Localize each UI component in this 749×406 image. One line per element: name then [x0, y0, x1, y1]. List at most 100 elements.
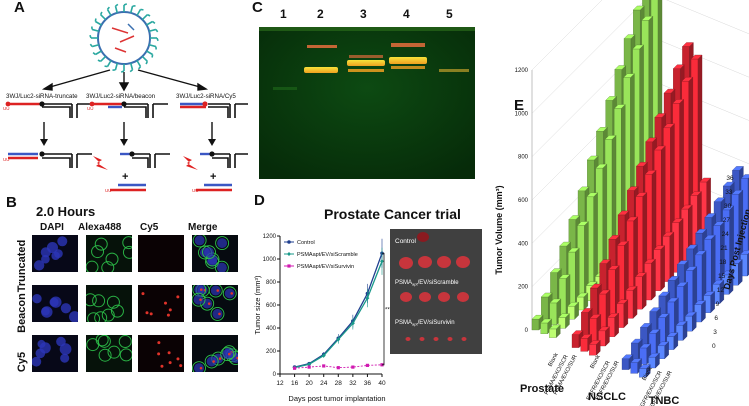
- spike-tip: [137, 66, 142, 70]
- tumor-growth-chart: 0 200 400 600 800 1000 1200 12 16 20 24 28 32 36 40 Day…: [253, 234, 390, 403]
- group-label: Prostate: [520, 383, 564, 395]
- legend-marker: [287, 252, 291, 256]
- spike-mark: [100, 55, 107, 62]
- data-point: [322, 364, 326, 368]
- data-point: [307, 362, 312, 367]
- spike-tip: [97, 59, 101, 63]
- bar: [638, 364, 651, 378]
- bar: [671, 218, 684, 273]
- day-tick-label: 30: [724, 203, 732, 210]
- spike-tip: [145, 61, 149, 65]
- z-tick-label: 1000: [515, 111, 529, 117]
- uu-label: UU: [3, 157, 10, 162]
- spike-tip: [114, 3, 119, 7]
- lane-label: 3: [360, 7, 367, 21]
- panel-a: A: [0, 0, 250, 195]
- panel-b: B 2.0 Hours DAPI Alexa488 Cy5 Merge Trun…: [0, 194, 250, 406]
- spike-mark: [148, 43, 157, 48]
- spike-mark: [136, 9, 142, 16]
- micrograph-cy5: [138, 285, 184, 322]
- panel-e: E 0 200 400 600 800 1000 1200 Tumor Volume (mm³…: [482, 0, 749, 406]
- x-tick-label: 24: [320, 380, 328, 387]
- bar: [598, 326, 610, 347]
- legend-label: Control: [297, 240, 315, 246]
- bar: [607, 312, 620, 338]
- spike-mark: [146, 20, 153, 26]
- panel-b-letter: B: [6, 194, 17, 211]
- nanoparticle-icon: [89, 3, 159, 73]
- spike-mark: [100, 14, 107, 21]
- bar: [675, 320, 688, 341]
- data-point: [321, 353, 326, 358]
- day-tick-label: 36: [726, 175, 734, 182]
- data-point: [380, 363, 384, 367]
- z-axis-label: Tumor Volume (mm³): [494, 185, 504, 274]
- lane-label: 2: [317, 7, 324, 21]
- spike-tip: [156, 37, 159, 42]
- data-point: [350, 321, 355, 326]
- micrograph-cy5: [138, 235, 184, 272]
- day-tick-label: 3: [713, 329, 717, 336]
- micrograph-dapi: [32, 335, 78, 372]
- day-tick-label: 33: [725, 189, 733, 196]
- spike-mark: [106, 9, 112, 16]
- spike-tip: [155, 28, 159, 33]
- label-beacon: 3WJ/Luc2-siRNA/beacon: [86, 93, 156, 100]
- bars: [531, 0, 749, 378]
- y-tick-label: 600: [266, 303, 277, 309]
- x-tick-label: 12: [276, 380, 284, 387]
- panel-e-letter: E: [514, 97, 525, 114]
- spike-mark: [114, 5, 119, 14]
- series-line: [294, 253, 383, 368]
- legend-label: PSMAapt/EV/siSurvivin: [297, 264, 354, 270]
- data-point: [365, 296, 370, 301]
- z-tick-label: 400: [518, 241, 529, 247]
- group-label: TNBC: [649, 395, 680, 406]
- day-tick-label: 6: [714, 315, 718, 322]
- label-truncate: 3WJ/Luc2-siRNA-truncate: [6, 93, 78, 100]
- spike-tip: [92, 51, 96, 56]
- spike-tip: [89, 34, 92, 39]
- microscopy-grid: [32, 235, 242, 405]
- series-label: Blank: [590, 354, 602, 370]
- bar: [576, 292, 589, 311]
- micrograph-cy5: [138, 335, 184, 372]
- day-tick-label: 9: [716, 301, 720, 308]
- y-tick-label: 400: [266, 326, 277, 332]
- bar: [657, 341, 670, 360]
- bar: [703, 291, 716, 314]
- spike-tip: [89, 43, 93, 48]
- day-tick-label: 24: [722, 231, 730, 238]
- photo-label-psma-survivin: PSMAapt/EV/siSurvivin: [395, 320, 455, 327]
- micrograph-merge: [192, 335, 238, 372]
- bar: [548, 324, 561, 338]
- y-tick-label: 0: [273, 372, 277, 378]
- gel-image: [259, 27, 475, 179]
- spike-mark: [95, 20, 102, 26]
- significance-label: ***: [385, 308, 390, 314]
- y-tick-label: 800: [266, 280, 277, 286]
- spike-mark: [141, 14, 148, 21]
- uu-label: UU: [105, 188, 112, 193]
- group-label: NSCLC: [588, 391, 626, 403]
- y-tick-label: 200: [266, 349, 277, 355]
- photo-label-control: Control: [395, 238, 417, 245]
- spike-tip: [120, 70, 125, 73]
- uu-label: UU: [192, 188, 199, 193]
- data-point: [336, 366, 340, 370]
- col-merge: Merge: [188, 222, 218, 233]
- col-dapi: DAPI: [40, 222, 64, 233]
- gel-bands: [273, 43, 469, 90]
- bar: [588, 340, 601, 356]
- day-tick-label: 27: [723, 217, 731, 224]
- lane-label: 1: [280, 7, 287, 21]
- col-cy5: Cy5: [140, 222, 159, 233]
- day-tick-label: 12: [717, 287, 725, 294]
- micrograph-dapi: [32, 285, 78, 322]
- x-axis-label: Days post tumor implantation: [288, 394, 385, 403]
- data-point: [351, 365, 355, 369]
- bar: [567, 301, 580, 320]
- micrograph-alexa488: [86, 285, 132, 322]
- bar: [558, 313, 570, 329]
- y-tick-label: 1000: [263, 257, 277, 263]
